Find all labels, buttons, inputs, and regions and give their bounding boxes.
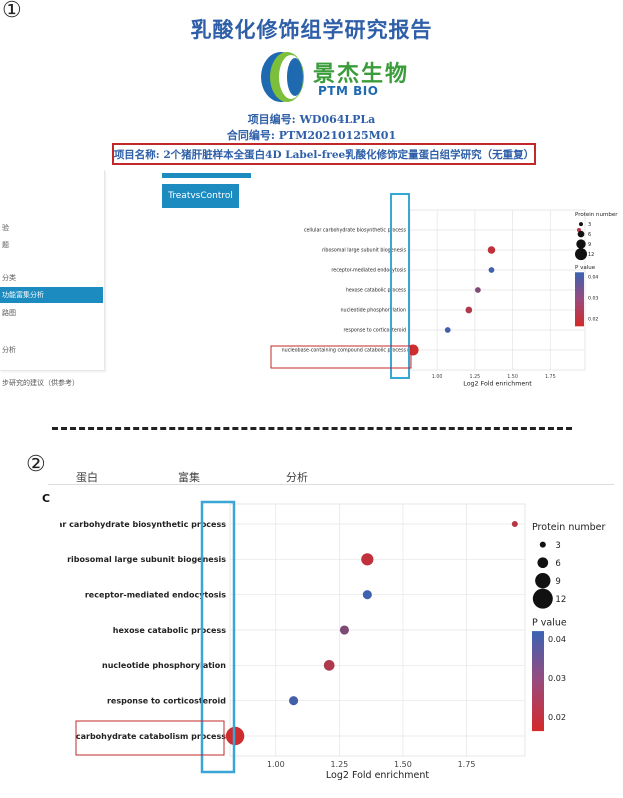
- size-legend-dot: [535, 573, 551, 589]
- x-tick-label: 1.50: [507, 374, 518, 380]
- x-tick-label: 1.25: [330, 760, 348, 769]
- color-legend-label: 0.03: [548, 674, 566, 683]
- size-legend-dot: [576, 239, 586, 249]
- panel-label: C: [42, 492, 51, 505]
- x-tick-label: 1.50: [394, 760, 412, 769]
- data-point: [323, 660, 335, 671]
- size-legend-dot: [579, 222, 583, 227]
- sidebar-item-label: 功能富集分析: [2, 291, 44, 299]
- tab-treat-vs-control[interactable]: TreatvsControl: [162, 184, 239, 208]
- company-logo: [254, 50, 404, 106]
- data-point: [511, 521, 518, 527]
- divider-line: [48, 484, 614, 485]
- y-category-label: response to corticosteroid: [107, 696, 226, 705]
- x-axis-title: Log2 Fold enrichment: [463, 381, 532, 388]
- y-category-label: carbohydrate catabolism process: [76, 732, 226, 741]
- data-point: [488, 267, 495, 273]
- color-legend-title: P value: [575, 265, 596, 271]
- y-category-label: hexose catabolic process: [113, 626, 226, 635]
- bottom-tab: 富集: [178, 471, 200, 484]
- data-point: [487, 246, 496, 254]
- section-marker-2: ②: [26, 452, 46, 477]
- y-category-label: nucleobase-containing compound catabolic…: [282, 348, 407, 354]
- size-legend-dot: [532, 588, 553, 609]
- color-legend-title: P value: [532, 617, 567, 628]
- x-axis-title: Log2 Fold enrichment: [326, 770, 429, 781]
- y-category-label: cellular carbohydrate biosynthetic proce…: [60, 520, 226, 529]
- size-legend-label: 9: [588, 242, 591, 248]
- tab-indicator: [162, 173, 251, 178]
- y-category-label: hexose catabolic process: [346, 288, 407, 294]
- enrichment-bubble-chart-large: 1.00 1.25 1.50 1.75 cellular carbohydrate bi…: [60, 500, 605, 781]
- size-legend-label: 6: [588, 232, 591, 238]
- size-legend-label: 3: [588, 222, 591, 228]
- size-legend-label: 6: [555, 559, 560, 569]
- data-point: [465, 306, 473, 314]
- sidebar-item[interactable]: 步研究的建议（供参考）: [2, 379, 79, 387]
- report-title: 乳酸化修饰组学研究报告: [190, 18, 433, 42]
- enrichment-bubble-chart-small: 1.00 1.25 1.50 1.75 cellular carbohydrate bi…: [270, 193, 618, 388]
- x-tick-label: 1.00: [432, 374, 443, 380]
- size-legend-label: 12: [588, 252, 594, 258]
- sidebar-item[interactable]: 题: [2, 241, 9, 249]
- logo-mark-icon: [261, 52, 304, 102]
- size-legend-label: 3: [555, 541, 560, 551]
- size-legend-label: 9: [555, 577, 560, 587]
- size-legend-title: Protein number: [532, 522, 605, 533]
- project-name-highlight: [112, 143, 536, 165]
- y-category-label: receptor-mediated endocytosis: [85, 590, 226, 599]
- data-point: [361, 553, 374, 566]
- data-point: [289, 696, 299, 706]
- data-point: [407, 344, 419, 356]
- y-category-label: nucleotide phosphorylation: [341, 308, 406, 314]
- section-divider: [52, 427, 572, 430]
- color-legend-label: 0.04: [588, 274, 598, 280]
- project-id: 项目编号: WD064LPLa: [247, 113, 376, 126]
- data-point: [474, 287, 481, 293]
- color-legend-label: 0.03: [588, 295, 598, 301]
- data-point: [339, 625, 349, 635]
- y-category-label: cellular carbohydrate biosynthetic proce…: [304, 228, 407, 234]
- project-name: 项目名称: 2个猪肝脏样本全蛋白4D Label-free乳酸化修饰定量蛋白组学…: [113, 149, 535, 161]
- color-legend-bar: [575, 272, 584, 327]
- sidebar-item[interactable]: 验: [2, 224, 9, 232]
- sidebar-item[interactable]: 分类: [2, 274, 16, 282]
- y-category-label: ribosomal large subunit biogenesis: [322, 248, 406, 254]
- x-tick-label: 1.75: [545, 374, 556, 380]
- color-legend-label: 0.02: [588, 316, 598, 322]
- size-legend-dot: [575, 248, 587, 261]
- color-legend-bar: [532, 631, 544, 732]
- sidebar-item[interactable]: 路图: [2, 309, 16, 317]
- size-legend-title: Protein number: [575, 212, 618, 218]
- size-legend-dot: [537, 557, 549, 569]
- highlight-box-red: [75, 720, 225, 756]
- x-tick-label: 1.00: [267, 760, 285, 769]
- size-legend-dot: [577, 230, 585, 238]
- sidebar-item[interactable]: 分析: [2, 346, 16, 354]
- y-category-label: response to corticosteroid: [344, 328, 407, 334]
- logo-text-cn: 景杰生物: [313, 62, 410, 87]
- color-legend-label: 0.02: [548, 713, 566, 722]
- size-legend-label: 12: [555, 595, 566, 605]
- sidebar-nav: 验 题 分类 功能富集分析 路图 分析 步研究的建议（供参考）: [0, 170, 105, 387]
- contract-id: 合同编号: PTM20210125M01: [226, 129, 397, 142]
- x-tick-label: 1.75: [458, 760, 476, 769]
- x-tick-label: 1.25: [470, 374, 481, 380]
- data-point: [362, 590, 372, 600]
- bottom-tab: 分析: [286, 471, 308, 484]
- highlight-box-blue: [200, 500, 236, 774]
- highlight-box-blue: [390, 193, 410, 379]
- logo-text-en: PTM BIO: [318, 84, 379, 98]
- y-category-label: ribosomal large subunit biogenesis: [67, 555, 226, 564]
- data-point: [444, 327, 451, 333]
- highlight-box-red: [270, 345, 412, 369]
- bottom-tab: 蛋白: [76, 471, 98, 484]
- section-marker-1: ①: [2, 0, 22, 23]
- color-legend-label: 0.04: [548, 635, 566, 644]
- sidebar-item-active[interactable]: 功能富集分析: [0, 287, 103, 303]
- size-legend-dot: [539, 541, 546, 548]
- y-category-label: nucleotide phosphorylation: [102, 661, 226, 670]
- y-category-label: receptor-mediated endocytosis: [331, 268, 406, 274]
